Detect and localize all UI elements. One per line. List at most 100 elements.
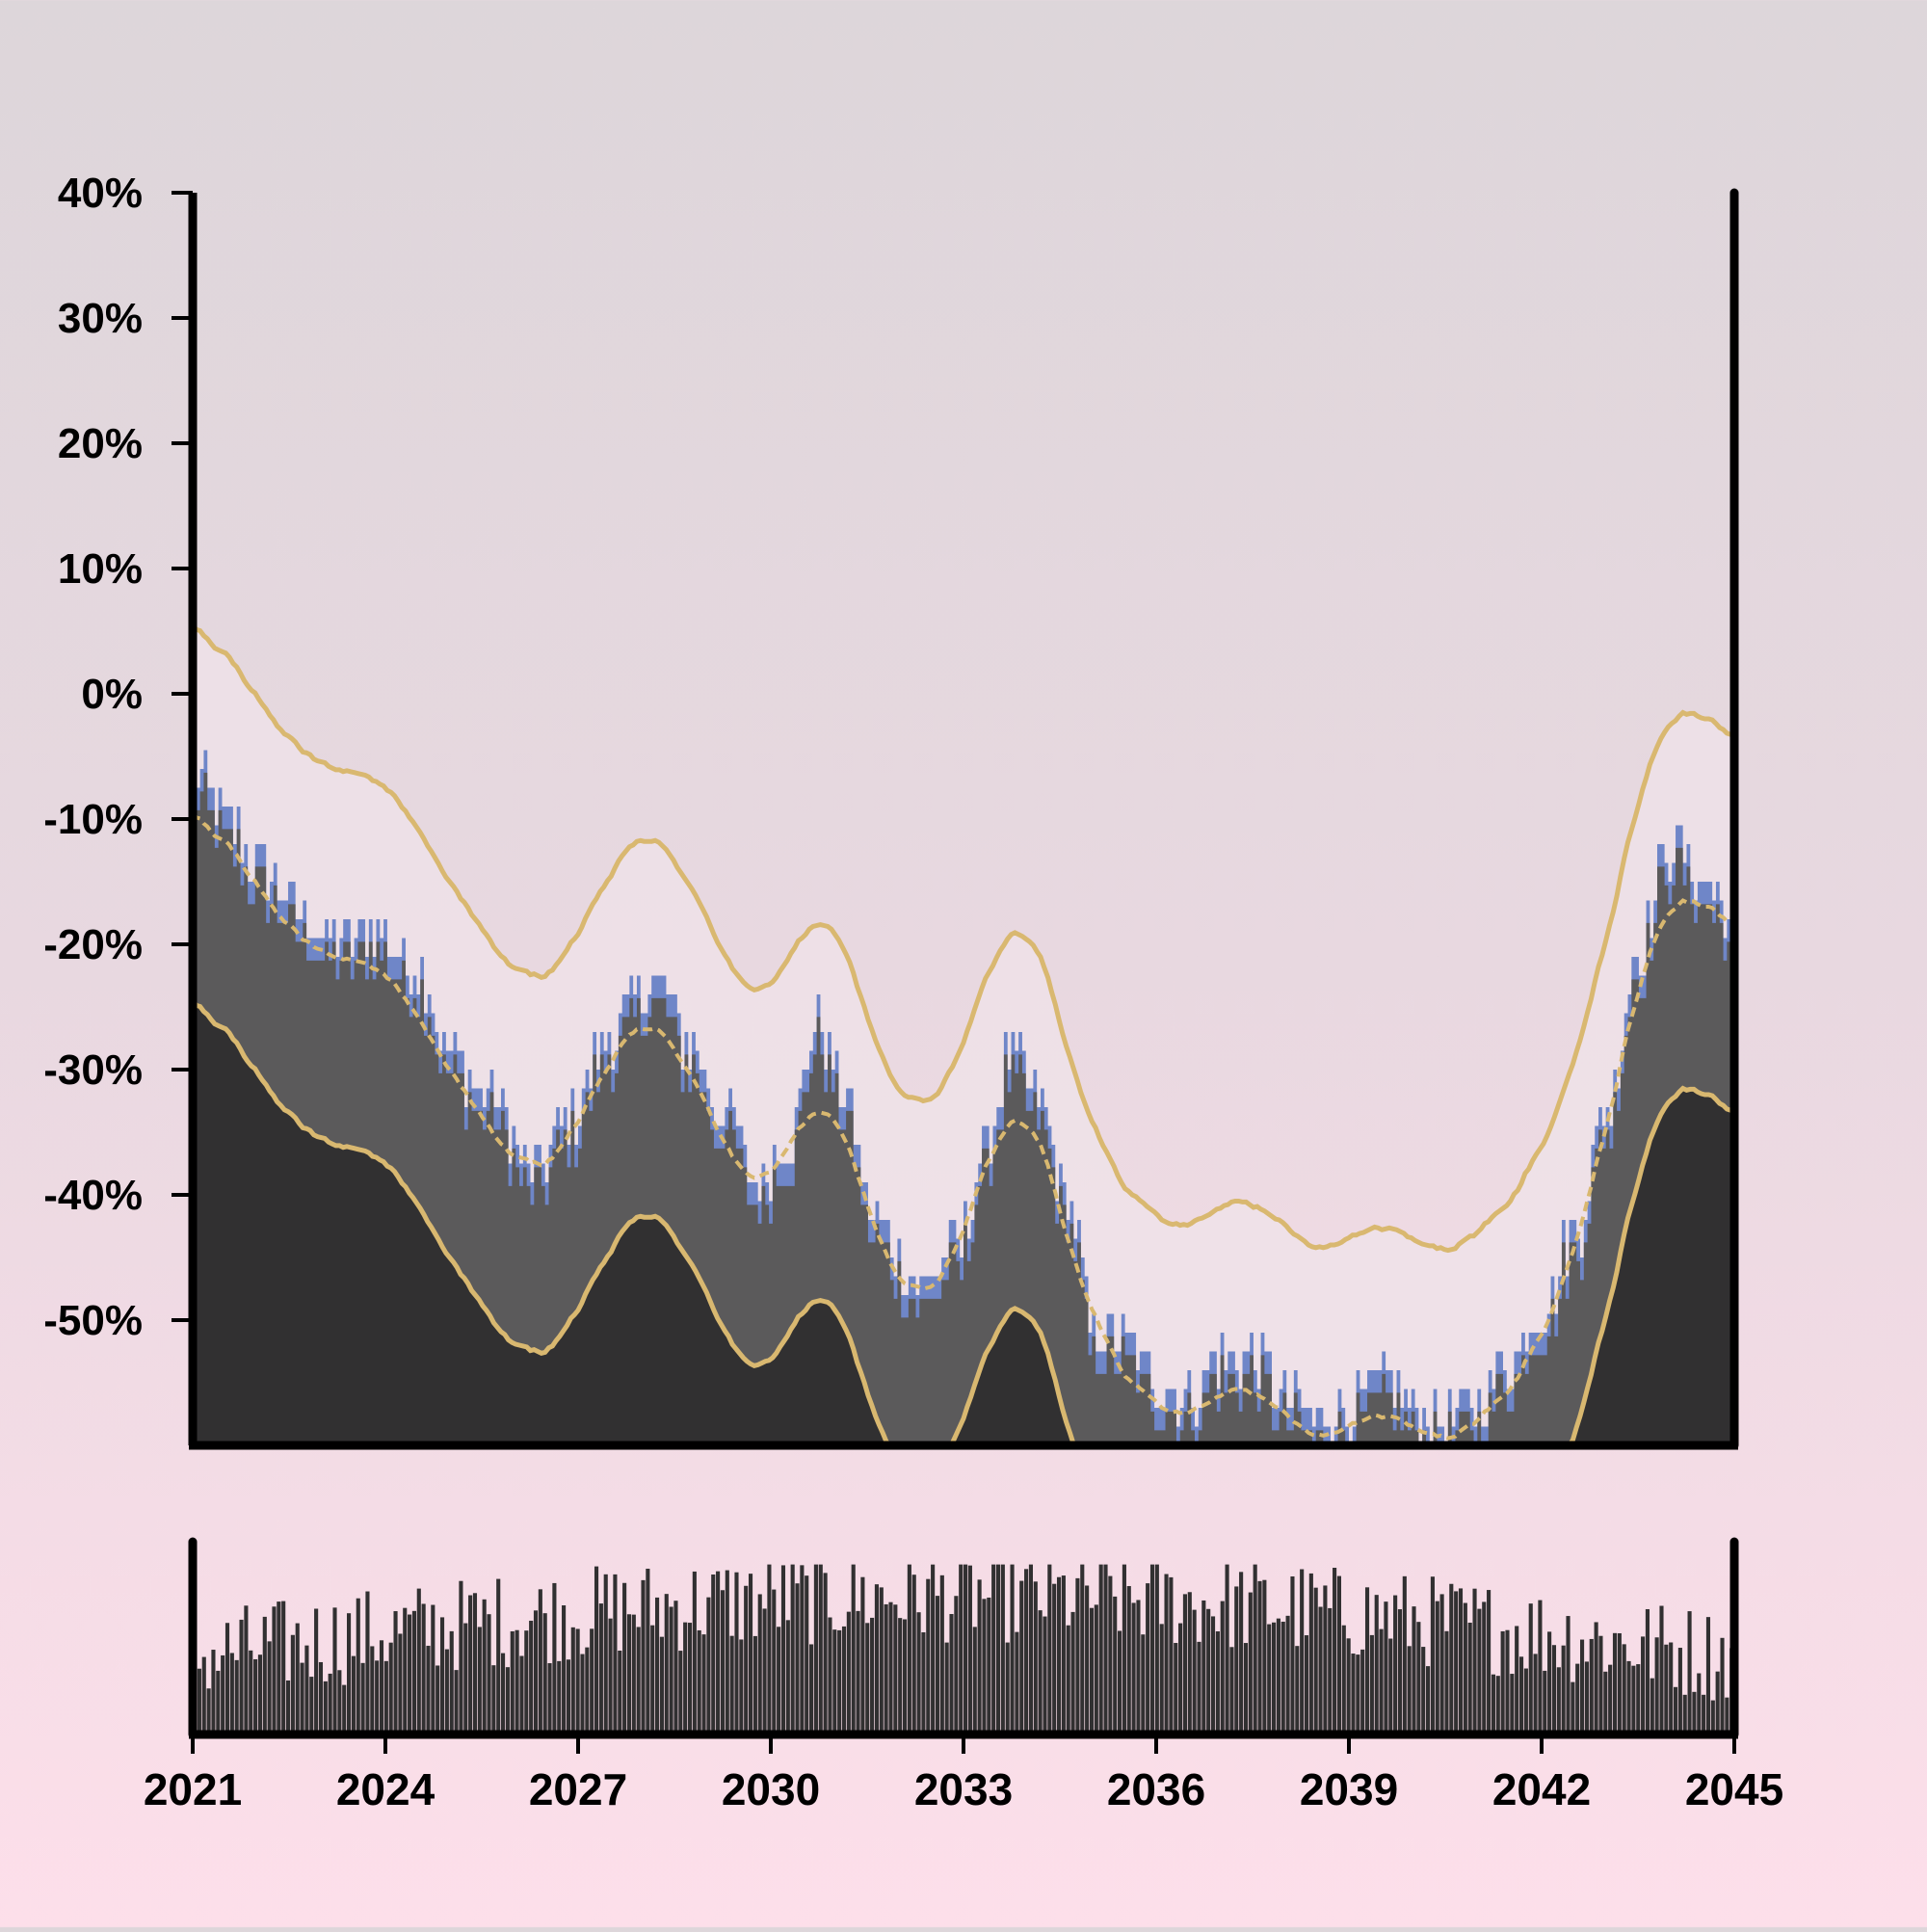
volume-bar xyxy=(1575,1663,1580,1734)
volume-bar xyxy=(337,1670,342,1734)
volume-bar xyxy=(1725,1697,1729,1734)
volume-bar xyxy=(1669,1642,1674,1734)
x-tick-label: 2036 xyxy=(1107,1764,1205,1814)
volume-bar xyxy=(1369,1634,1374,1734)
volume-bar xyxy=(356,1598,360,1734)
volume-bar xyxy=(1697,1673,1702,1734)
volume-bar xyxy=(281,1601,286,1734)
volume-bar xyxy=(472,1593,478,1734)
volume-bar xyxy=(1528,1603,1533,1734)
volume-bar xyxy=(622,1582,627,1734)
volume-bar xyxy=(267,1641,272,1734)
volume-bar xyxy=(762,1608,767,1734)
volume-bar xyxy=(1687,1611,1692,1734)
volume-bar xyxy=(1094,1604,1098,1734)
volume-bar xyxy=(1580,1639,1585,1734)
volume-bar xyxy=(1673,1686,1678,1734)
volume-bar xyxy=(701,1634,706,1734)
volume-bar xyxy=(388,1642,393,1734)
volume-bar xyxy=(323,1681,328,1734)
volume-bar xyxy=(1523,1668,1528,1734)
volume-bar xyxy=(748,1574,753,1734)
volume-bar xyxy=(1333,1568,1337,1734)
volume-bar xyxy=(1276,1618,1280,1734)
volume-bar xyxy=(823,1573,828,1734)
volume-bar xyxy=(524,1630,529,1734)
volume-bar xyxy=(1682,1694,1687,1734)
upper-band-line xyxy=(193,622,1734,1254)
volume-bar xyxy=(408,1614,412,1734)
volume-bar xyxy=(944,1642,949,1734)
volume-bar xyxy=(1262,1579,1267,1734)
volume-bar xyxy=(1603,1671,1608,1734)
volume-bar xyxy=(603,1574,608,1734)
y-tick-label: 0% xyxy=(81,671,143,718)
volume-bar xyxy=(683,1622,688,1734)
volume-bar xyxy=(552,1582,557,1734)
volume-bar xyxy=(729,1635,734,1734)
volume-bar xyxy=(608,1618,613,1734)
volume-bar xyxy=(1654,1637,1659,1734)
volume-bar xyxy=(459,1580,463,1734)
volume-bar xyxy=(1566,1616,1571,1734)
volume-bar xyxy=(841,1626,847,1734)
volume-bar xyxy=(285,1680,291,1734)
volume-bar xyxy=(1556,1667,1561,1734)
volume-bar xyxy=(991,1564,996,1734)
volume-bar xyxy=(1253,1564,1257,1734)
volume-bar xyxy=(411,1610,416,1734)
volume-bar xyxy=(1197,1641,1201,1734)
volume-bar xyxy=(1300,1569,1305,1734)
volume-bar xyxy=(752,1635,757,1734)
volume-bar xyxy=(982,1599,987,1734)
volume-bar xyxy=(562,1605,567,1734)
volume-bar xyxy=(510,1630,515,1734)
volume-bar xyxy=(720,1590,725,1734)
volume-bar xyxy=(921,1631,926,1734)
volume-bar xyxy=(772,1589,777,1734)
volume-bar xyxy=(580,1654,585,1734)
y-tick-label: 30% xyxy=(58,295,143,342)
volume-bar xyxy=(879,1587,884,1734)
volume-bar xyxy=(1019,1580,1024,1734)
volume-bar xyxy=(1421,1647,1426,1734)
volume-bar xyxy=(832,1629,837,1734)
volume-bar xyxy=(1239,1572,1244,1734)
volume-bar xyxy=(1477,1608,1482,1734)
volume-bar xyxy=(347,1613,352,1734)
volume-bar xyxy=(902,1619,908,1734)
volume-bar xyxy=(846,1611,851,1734)
y-tick-label: -50% xyxy=(43,1297,143,1344)
volume-bar xyxy=(300,1662,304,1734)
volume-bar xyxy=(641,1579,646,1734)
volume-bar xyxy=(1052,1583,1057,1734)
volume-bar xyxy=(1454,1591,1459,1734)
volume-bar xyxy=(1201,1600,1206,1734)
volume-bar xyxy=(1472,1588,1477,1734)
volume-bar xyxy=(197,1668,201,1734)
volume-bar xyxy=(594,1566,599,1734)
volume-bar xyxy=(1234,1586,1239,1734)
volume-bar xyxy=(1482,1601,1487,1734)
volume-bar xyxy=(865,1623,870,1734)
volume-bar xyxy=(477,1627,482,1734)
volume-bar xyxy=(1313,1587,1318,1734)
volume-bar xyxy=(253,1658,258,1734)
volume-bar xyxy=(926,1578,931,1734)
volume-bar xyxy=(1705,1617,1711,1734)
volume-bar xyxy=(1010,1564,1015,1734)
volume-bar xyxy=(487,1614,491,1734)
volume-bar xyxy=(375,1660,380,1734)
volume-bar xyxy=(416,1588,421,1734)
volume-bar xyxy=(1089,1607,1095,1734)
volume-bar xyxy=(939,1575,944,1734)
volume-bar xyxy=(655,1597,660,1734)
volume-bar xyxy=(570,1627,575,1734)
volume-bar xyxy=(1495,1676,1500,1734)
volume-bar xyxy=(1636,1664,1641,1734)
volume-bar xyxy=(304,1645,309,1734)
volume-bar xyxy=(916,1612,921,1734)
volume-bar xyxy=(1066,1625,1070,1734)
volume-bar xyxy=(1645,1608,1650,1734)
volume-bar xyxy=(618,1651,622,1734)
